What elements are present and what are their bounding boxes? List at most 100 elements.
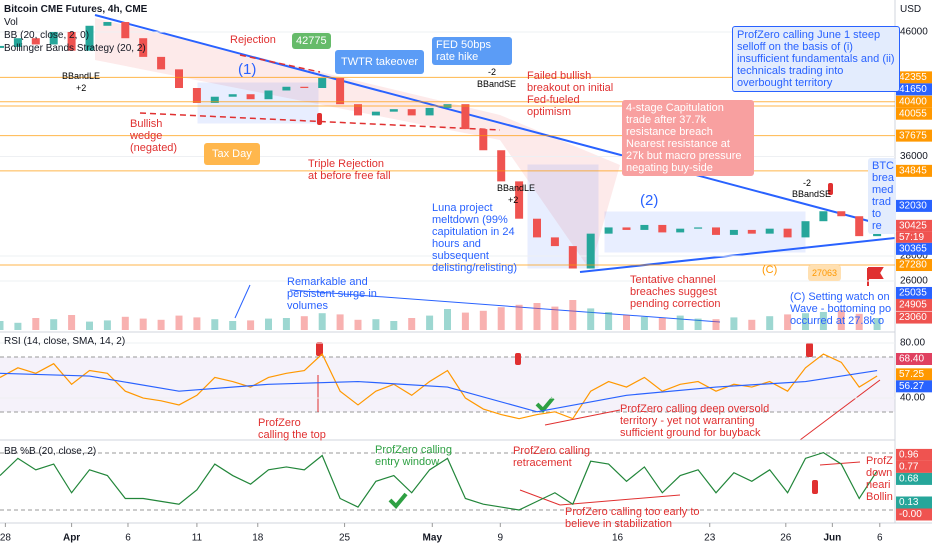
x-tick-label: 6 [125, 533, 131, 544]
annotation: -2 [803, 178, 812, 188]
y-tick-label: 36000 [900, 151, 928, 162]
volume-bar [855, 313, 863, 330]
volume-bar [0, 321, 4, 330]
y-tick-label: 46000 [900, 27, 928, 38]
volume-bar [658, 318, 666, 330]
trendline [579, 237, 896, 273]
volume-bar [139, 318, 147, 330]
candle [318, 78, 327, 89]
candle [729, 229, 738, 235]
volume-bar [265, 318, 272, 330]
volume-bar [103, 320, 111, 330]
candle [282, 86, 291, 91]
x-tick-label: 25 [339, 533, 351, 544]
annotation: Rejection [230, 34, 276, 46]
price-label-bg [896, 460, 932, 473]
alert-icon [316, 342, 323, 356]
volume-bar [730, 317, 738, 330]
volume-bar [372, 319, 380, 330]
candle [568, 246, 577, 269]
annotation: ProfZ down neari Bollin [866, 455, 893, 503]
candle [461, 104, 470, 130]
annotation: BBandSE [792, 189, 832, 199]
price-label-bg [896, 107, 932, 120]
annotation: +2 [76, 83, 87, 93]
candle [228, 94, 237, 97]
annotation: (1) [238, 61, 257, 78]
volume-bar [426, 315, 434, 330]
price-label-bg [896, 242, 932, 255]
volume-bar [157, 319, 165, 330]
candle [586, 233, 595, 269]
candle [515, 181, 524, 219]
annotation: ProfZero calling deep oversold territory… [620, 403, 770, 439]
price-label-bg [896, 95, 932, 108]
x-tick-label: 6 [877, 533, 883, 544]
annotation: BBandSE [477, 79, 517, 89]
chart-title: Bitcoin CME Futures, 4h, CME [4, 4, 148, 15]
candle [676, 228, 685, 233]
x-tick-label: 28 [0, 533, 11, 544]
price-label: 34845 [899, 165, 927, 176]
price-label: 25035 [899, 288, 927, 299]
series-line [0, 353, 878, 420]
candle [855, 216, 864, 237]
x-tick-label: 26 [780, 533, 792, 544]
legend-item: Vol [4, 17, 18, 28]
countdown: 57:19 [899, 232, 924, 243]
x-tick-label: 23 [704, 533, 716, 544]
price-label: 32030 [899, 201, 927, 212]
candle [747, 229, 756, 234]
rsi-band [0, 357, 895, 412]
x-tick-label: 16 [612, 533, 624, 544]
trendline [94, 14, 896, 229]
annotation: Tax Day [204, 143, 260, 165]
candle [819, 211, 828, 222]
check-icon [535, 396, 555, 413]
x-tick-label: 18 [252, 533, 264, 544]
candle [407, 109, 416, 116]
price-label-bg [896, 259, 932, 272]
annotation: BTC brea med trad to re [868, 158, 896, 234]
x-tick-label: May [423, 533, 443, 544]
candle [765, 228, 774, 234]
volume-bar [640, 316, 648, 330]
annotation: ProfZero calling retracement [513, 445, 591, 469]
price-label: 0.68 [899, 474, 919, 485]
pane-title: RSI (14, close, SMA, 14, 2) [4, 336, 126, 347]
price-label: 68.40 [899, 354, 924, 365]
candle [694, 227, 703, 229]
candle [389, 109, 398, 112]
volume-bar [802, 313, 809, 330]
volume-bar [748, 319, 756, 330]
candle [783, 228, 792, 238]
annotation: ProfZero calling entry window [375, 444, 453, 468]
pointer [234, 284, 251, 319]
flag-icon [867, 267, 884, 286]
range-box [527, 164, 599, 269]
candle [622, 227, 631, 230]
volume-bar [873, 318, 881, 330]
volume-bar [229, 321, 237, 330]
price-label-bg [896, 380, 932, 393]
annotation: ProfZero calling June 1 steep selloff on… [732, 26, 900, 92]
annotation: Remarkable and persistent surge in volum… [287, 276, 377, 312]
volume-bar [819, 312, 827, 330]
price-label-bg [896, 83, 932, 96]
annotation: Failed bullish breakout on initial Fed-f… [527, 70, 614, 118]
x-tick-label: 11 [192, 533, 203, 544]
candle [192, 88, 201, 103]
volume-bar [533, 303, 541, 330]
price-label-bg [896, 199, 932, 212]
annotation: ProfZero calling too early to believe in… [565, 506, 700, 530]
candle [336, 78, 345, 105]
pointer [519, 489, 561, 506]
volume-bar [605, 312, 613, 330]
price-label: 57.25 [899, 369, 924, 380]
series-line [0, 369, 878, 413]
volume-bar [50, 319, 58, 330]
volume-bar [676, 315, 684, 330]
price-label-bg [896, 496, 932, 509]
volume-bar [784, 314, 792, 330]
price-label-bg [896, 71, 932, 84]
